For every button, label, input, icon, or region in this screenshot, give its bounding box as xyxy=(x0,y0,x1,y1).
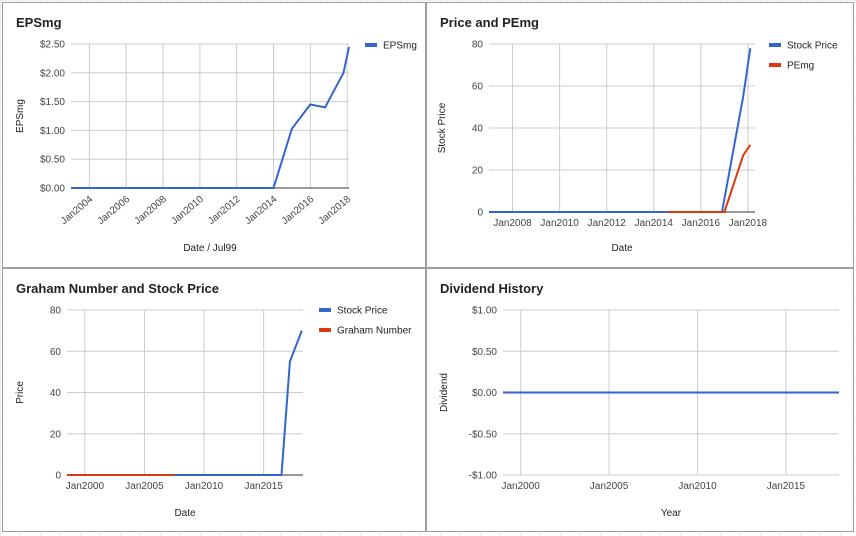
legend-swatch xyxy=(319,308,331,312)
x-tick-label: Jan2006 xyxy=(96,194,133,227)
y-tick-label: 60 xyxy=(472,82,484,93)
y-tick-label: 0 xyxy=(55,471,61,482)
x-tick-label: Jan2010 xyxy=(169,194,206,227)
dividend-chart: Dividend History -$1.00 -$0.50 $0.00 $0.50 $1… xyxy=(439,281,839,519)
legend-label: PEmg xyxy=(787,61,814,72)
eps-chart-panel: EPSmg $0.00 $0.50 $1.00 $1.50 $2.00 $2.50 Jan20… xyxy=(2,2,426,268)
y-tick-label: $2.00 xyxy=(40,68,65,79)
graham-chart: Graham Number and Stock Price 0 20 40 60 80 Ja… xyxy=(15,281,412,519)
y-axis-label: Dividend xyxy=(439,373,450,412)
y-tick-label: $0.50 xyxy=(40,155,65,166)
y-tick-label: 40 xyxy=(472,124,484,135)
y-tick-label: 20 xyxy=(472,166,484,177)
y-tick-label: -$1.00 xyxy=(469,471,498,482)
y-tick-label: $2.50 xyxy=(40,40,65,51)
chart-title: Graham Number and Stock Price xyxy=(16,281,219,296)
x-tick-label: Jan2008 xyxy=(493,218,532,229)
y-tick-label: 40 xyxy=(50,388,62,399)
legend-label: Graham Number xyxy=(337,326,412,337)
chart-title: EPSmg xyxy=(16,15,62,30)
price-pe-chart-panel: Price and PEmg 0 20 40 60 80 Jan2008 Jan2010 Jan… xyxy=(426,2,854,268)
y-axis-label: Price xyxy=(15,381,26,404)
x-axis-label: Date xyxy=(611,243,633,254)
chart-title: Price and PEmg xyxy=(440,15,539,30)
x-tick-label: Jan2018 xyxy=(317,194,354,227)
y-axis-label: EPSmg xyxy=(15,99,26,133)
legend-label: EPSmg xyxy=(383,41,417,52)
x-tick-label: Jan2010 xyxy=(678,481,717,492)
y-tick-label: 60 xyxy=(50,347,62,358)
x-tick-label: Jan2005 xyxy=(590,481,629,492)
x-tick-label: Jan2010 xyxy=(185,481,224,492)
legend-label: Stock Price xyxy=(787,41,838,52)
x-tick-label: Jan2014 xyxy=(243,194,280,227)
series-line-stock-price xyxy=(67,330,303,476)
x-tick-label: Jan2016 xyxy=(682,218,721,229)
y-tick-label: $1.50 xyxy=(40,97,65,108)
x-tick-label: Jan2000 xyxy=(66,481,105,492)
price-pe-chart: Price and PEmg 0 20 40 60 80 Jan2008 Jan2010 Jan… xyxy=(437,15,838,254)
series-line-pemg xyxy=(667,144,752,213)
x-axis-label: Year xyxy=(661,508,682,519)
legend-swatch xyxy=(319,328,331,332)
x-tick-label: Jan2000 xyxy=(501,481,540,492)
y-tick-label: $0.50 xyxy=(472,347,497,358)
graham-chart-panel: Graham Number and Stock Price 0 20 40 60 80 Ja… xyxy=(2,268,426,532)
y-axis-label: Stock Price xyxy=(437,102,448,153)
y-tick-label: -$0.50 xyxy=(469,429,498,440)
x-tick-label: Jan2005 xyxy=(125,481,164,492)
x-tick-label: Jan2015 xyxy=(767,481,806,492)
y-tick-label: $1.00 xyxy=(472,306,497,317)
y-tick-label: 80 xyxy=(50,306,62,317)
y-tick-label: $0.00 xyxy=(472,388,497,399)
legend-swatch xyxy=(365,43,377,47)
series-line-stock-price xyxy=(489,48,752,213)
x-tick-label: Jan2004 xyxy=(59,194,96,227)
x-tick-label: Jan2008 xyxy=(133,194,170,227)
legend-label: Stock Price xyxy=(337,306,388,317)
dividend-chart-panel: Dividend History -$1.00 -$0.50 $0.00 $0.50 $1… xyxy=(426,268,854,532)
y-tick-label: $0.00 xyxy=(40,184,65,195)
legend-swatch xyxy=(769,43,781,47)
y-tick-label: 80 xyxy=(472,40,484,51)
x-tick-label: Jan2018 xyxy=(729,218,768,229)
x-tick-label: Jan2016 xyxy=(280,194,317,227)
series-line-epsmg xyxy=(71,46,350,189)
x-axis-label: Date xyxy=(174,508,196,519)
legend-swatch xyxy=(769,63,781,67)
eps-chart: EPSmg $0.00 $0.50 $1.00 $1.50 $2.00 $2.50 Jan20… xyxy=(15,15,417,254)
x-tick-label: Jan2015 xyxy=(244,481,283,492)
y-tick-label: 0 xyxy=(477,208,483,219)
x-tick-label: Jan2014 xyxy=(635,218,674,229)
x-tick-label: Jan2010 xyxy=(540,218,579,229)
y-tick-label: $1.00 xyxy=(40,126,65,137)
x-axis-label: Date / Jul99 xyxy=(183,243,237,254)
x-tick-label: Jan2012 xyxy=(588,218,627,229)
chart-title: Dividend History xyxy=(440,281,544,296)
x-tick-label: Jan2012 xyxy=(206,194,243,227)
y-tick-label: 20 xyxy=(50,429,62,440)
